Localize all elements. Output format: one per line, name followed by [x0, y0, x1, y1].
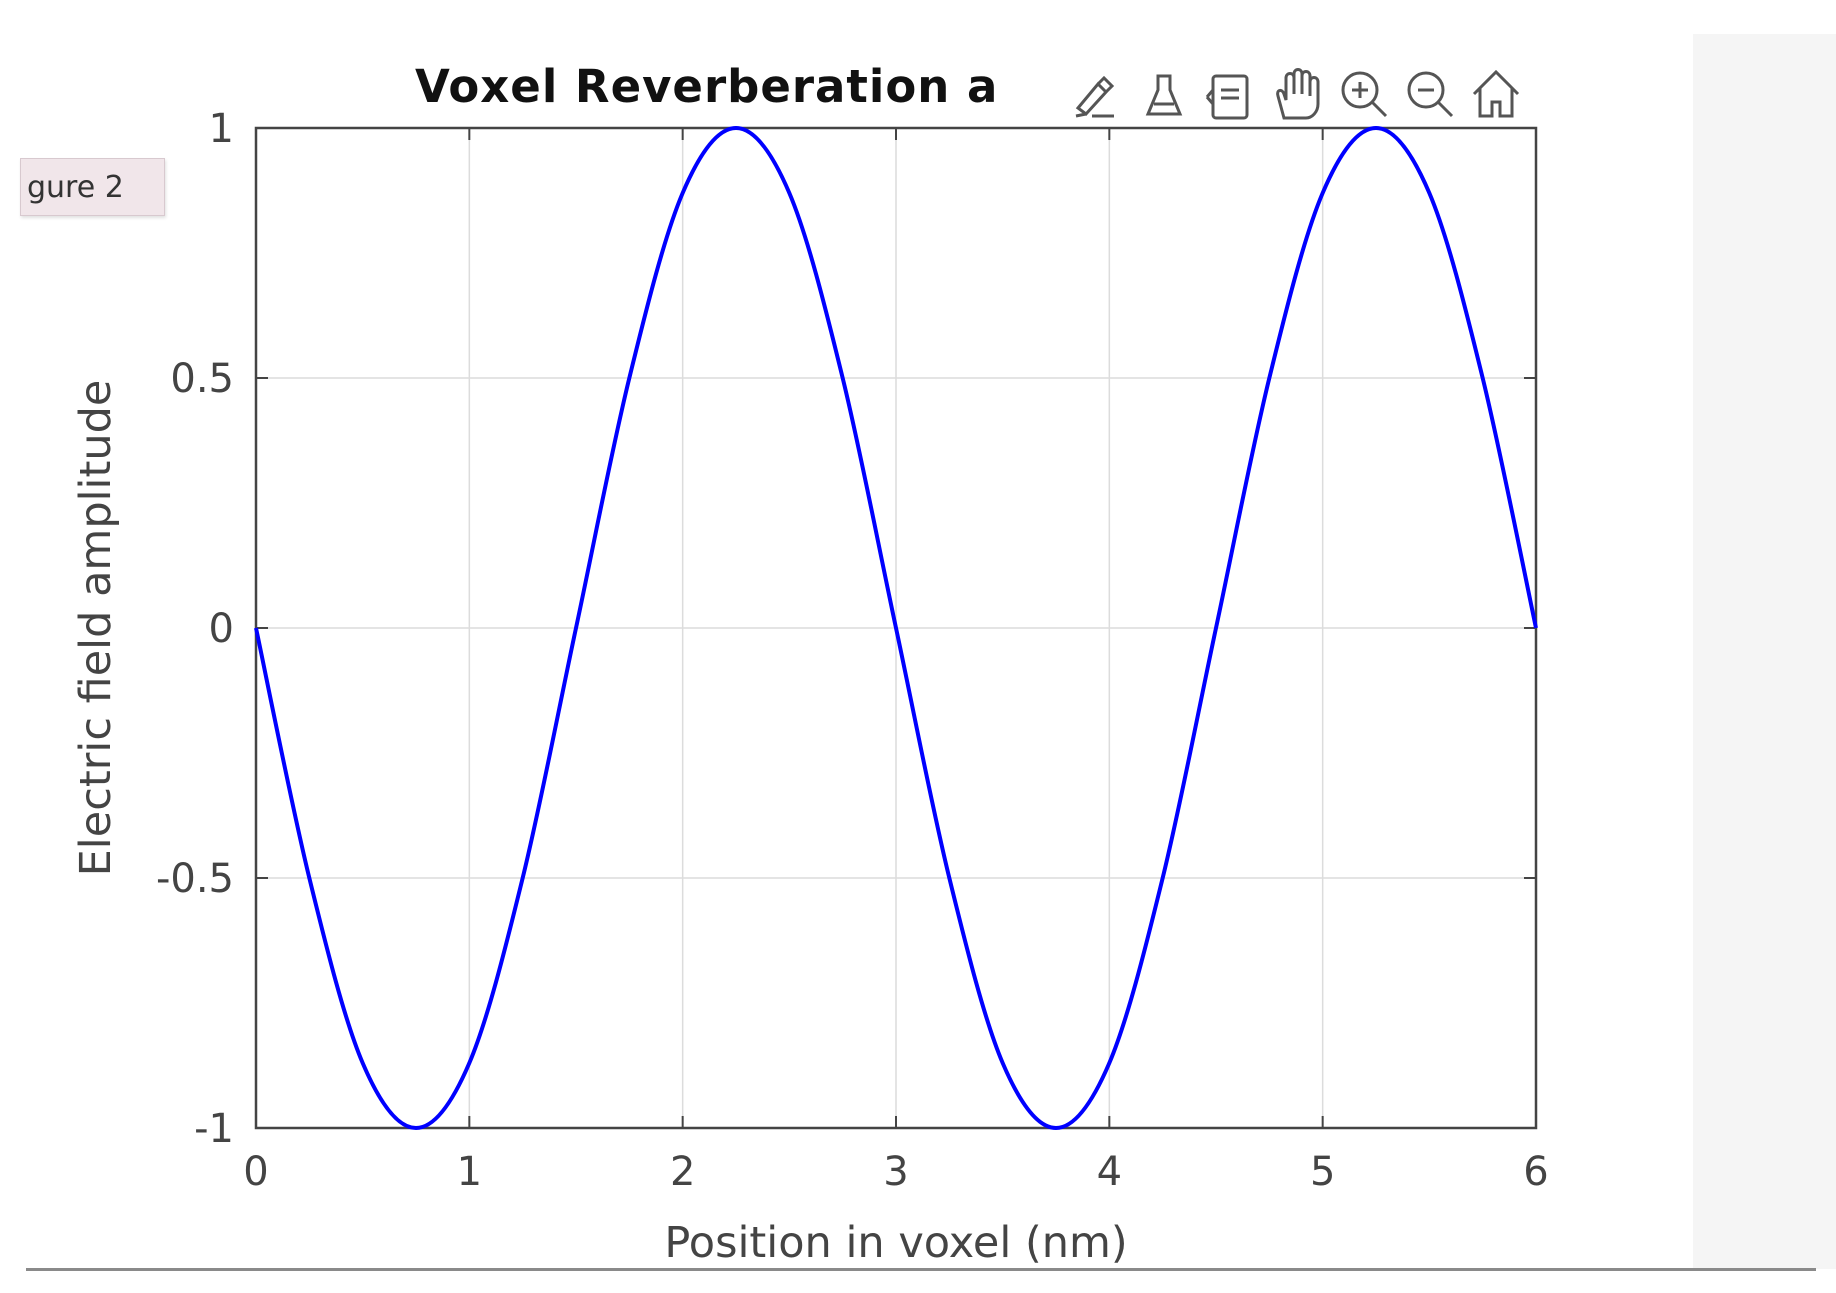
- bottom-margin: [0, 1271, 1836, 1293]
- zoom-out-icon[interactable]: [1407, 71, 1454, 118]
- chart-title: Voxel Reverberation a: [415, 60, 998, 113]
- right-panel: [1693, 34, 1836, 1269]
- x-tick-label: 3: [883, 1149, 908, 1195]
- y-tick-label: -1: [194, 1106, 234, 1152]
- y-tick-label: 1: [209, 106, 234, 152]
- x-tick-label: 5: [1310, 1149, 1335, 1195]
- zoom-in-icon[interactable]: [1341, 71, 1388, 118]
- brush-icon[interactable]: [1068, 70, 1120, 122]
- x-axis-label: Position in voxel (nm): [664, 1218, 1127, 1268]
- tick-labels: 0 1 2 3 4 5 6 -1 -0.5 0 0.5 1: [156, 106, 1549, 1195]
- colorbar-icon[interactable]: [1205, 74, 1249, 120]
- pan-hand-icon[interactable]: [1276, 68, 1320, 120]
- top-margin: [0, 0, 1836, 34]
- x-tick-label: 4: [1097, 1149, 1122, 1195]
- legend-icon[interactable]: [1145, 74, 1183, 116]
- axis-ticks: [255, 127, 1537, 1129]
- series-layer: [254, 126, 1538, 1130]
- figure-tab[interactable]: gure 2: [20, 158, 165, 216]
- figure-tab-label: gure 2: [27, 170, 124, 205]
- y-tick-label: -0.5: [156, 856, 234, 902]
- home-icon[interactable]: [1472, 69, 1520, 118]
- y-tick-label: 0.5: [170, 356, 234, 402]
- x-tick-label: 6: [1523, 1149, 1548, 1195]
- x-tick-label: 0: [243, 1149, 268, 1195]
- y-axis-label: Electric field amplitude: [71, 380, 121, 877]
- figure-canvas: [26, 34, 1693, 1269]
- x-tick-label: 2: [670, 1149, 695, 1195]
- bottom-divider: [26, 1268, 1816, 1271]
- series-line: [254, 126, 1538, 1130]
- y-tick-label: 0: [209, 606, 234, 652]
- x-tick-label: 1: [457, 1149, 482, 1195]
